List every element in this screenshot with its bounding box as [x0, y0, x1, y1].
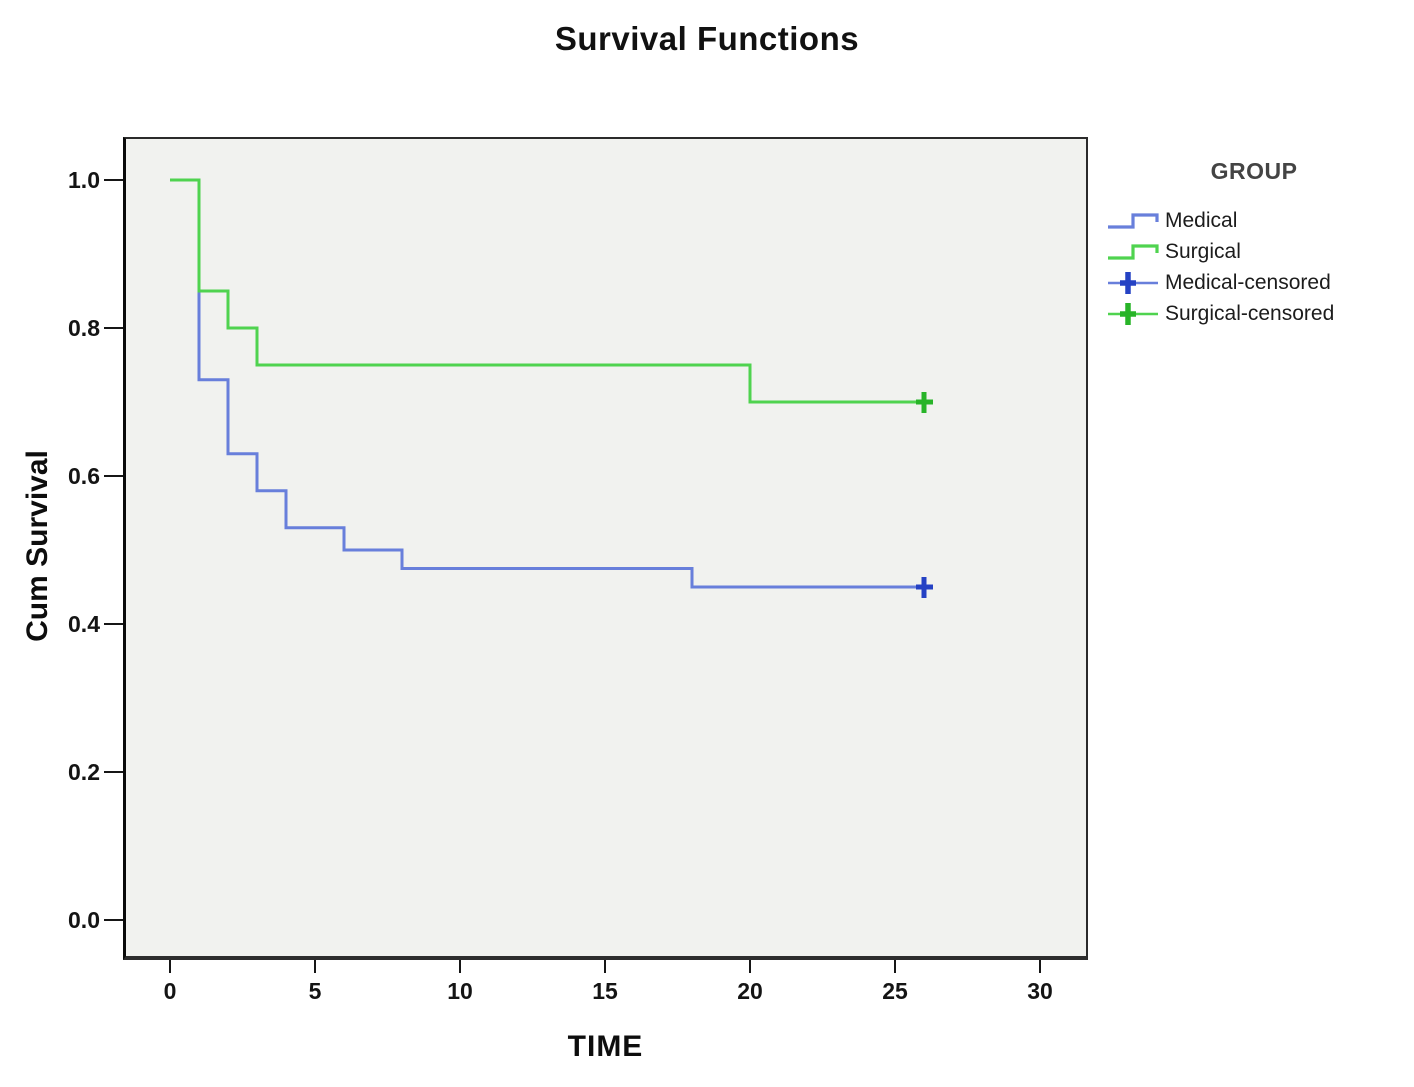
- x-axis-tick-label: 20: [737, 978, 763, 1004]
- x-axis-tick-label: 25: [882, 978, 908, 1004]
- x-axis-title: TIME: [567, 1030, 644, 1063]
- y-axis-tick: [104, 179, 123, 181]
- censored-plus-icon: [1108, 271, 1158, 294]
- x-axis-tick: [894, 960, 896, 973]
- y-axis-tick-label: 0.2: [68, 759, 100, 785]
- x-axis-tick: [169, 960, 171, 973]
- legend-item-surgical-censored: Surgical-censored: [1106, 298, 1402, 329]
- x-axis-tick-label: 5: [308, 978, 322, 1004]
- legend-item-medical-censored: Medical-censored: [1106, 267, 1402, 298]
- x-axis-tick: [1039, 960, 1041, 973]
- legend-item-label: Surgical: [1165, 239, 1241, 263]
- y-axis-tick-label: 0.6: [68, 463, 100, 489]
- censored-plus-icon: [1108, 302, 1158, 325]
- legend-item-label: Medical-censored: [1165, 270, 1331, 294]
- x-axis-tick: [604, 960, 606, 973]
- y-axis-title: Cum Survival: [21, 450, 54, 642]
- survival-plot: [170, 178, 933, 598]
- legend: GROUP Medical Surgical Medical-censored: [1106, 157, 1402, 329]
- legend-item-label: Surgical-censored: [1165, 301, 1335, 325]
- x-axis-tick-label: 15: [592, 978, 618, 1004]
- y-axis-tick-label: 0.0: [68, 907, 100, 933]
- plot-area: [123, 137, 1088, 960]
- y-axis-tick: [104, 623, 123, 625]
- survival-curve-surgical: [170, 178, 933, 404]
- y-axis-tick: [104, 919, 123, 921]
- y-axis-tick: [104, 327, 123, 329]
- legend-item-surgical: Surgical: [1106, 236, 1402, 267]
- legend-title: GROUP: [1210, 158, 1298, 184]
- x-axis-tick-label: 10: [447, 978, 473, 1004]
- legend-item-label: Medical: [1165, 208, 1238, 232]
- step-line-icon: [1108, 243, 1159, 260]
- step-line-icon: [1108, 212, 1159, 229]
- y-axis-tick-label: 1.0: [68, 167, 100, 193]
- x-axis-tick: [459, 960, 461, 973]
- legend-item-medical: Medical: [1106, 205, 1402, 236]
- y-axis-tick: [104, 771, 123, 773]
- y-axis-tick: [104, 475, 123, 477]
- x-axis-tick-label: 0: [163, 978, 177, 1004]
- x-axis-tick: [314, 960, 316, 973]
- x-axis-tick: [749, 960, 751, 973]
- y-axis-tick-label: 0.8: [68, 315, 100, 341]
- y-axis-tick-label: 0.4: [68, 611, 100, 637]
- survival-curve-medical: [170, 178, 933, 589]
- chart-title: Survival Functions: [554, 20, 860, 57]
- x-axis-tick-label: 30: [1027, 978, 1053, 1004]
